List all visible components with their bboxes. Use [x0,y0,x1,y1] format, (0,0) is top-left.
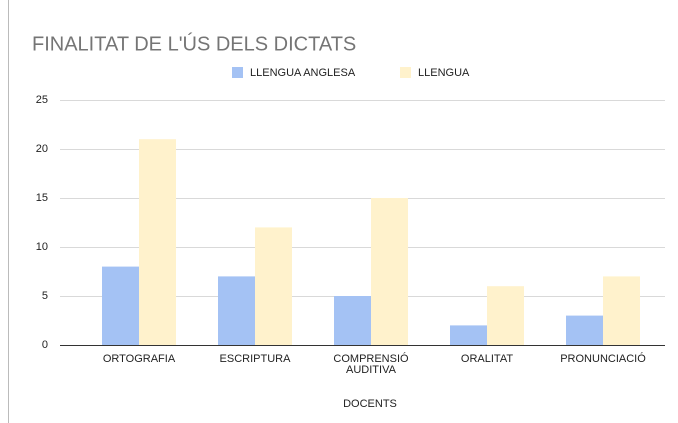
x-tick-label: ORTOGRAFIA [103,353,176,365]
legend-swatch [232,67,243,78]
y-tick-label: 5 [42,290,48,302]
bar [102,266,139,345]
y-tick-label: 20 [36,143,48,155]
legend-swatch [400,67,411,78]
x-tick-label: ORALITAT [461,353,513,365]
bar [566,315,603,345]
chart-title: FINALITAT DE L'ÚS DELS DICTATS [32,32,356,55]
bar [139,139,176,345]
x-axis-label: DOCENTS [343,398,397,410]
y-tick-label: 25 [36,94,48,106]
bar [603,276,640,345]
y-tick-label: 0 [42,339,48,351]
y-tick-label: 10 [36,241,48,253]
x-tick-label: PRONUNCIACIÓ [560,352,646,365]
bar [371,198,408,345]
legend-label: LLENGUA [418,67,470,79]
bar [450,325,487,345]
bar [218,276,255,345]
legend-label: LLENGUA ANGLESA [250,67,356,79]
bar [334,296,371,345]
x-tick-label: ESCRIPTURA [220,353,292,365]
x-tick-label: COMPRENSIÓ AUDITIVA [333,352,409,376]
bar [487,286,524,345]
y-tick-label: 15 [36,192,48,204]
bar [255,227,292,345]
